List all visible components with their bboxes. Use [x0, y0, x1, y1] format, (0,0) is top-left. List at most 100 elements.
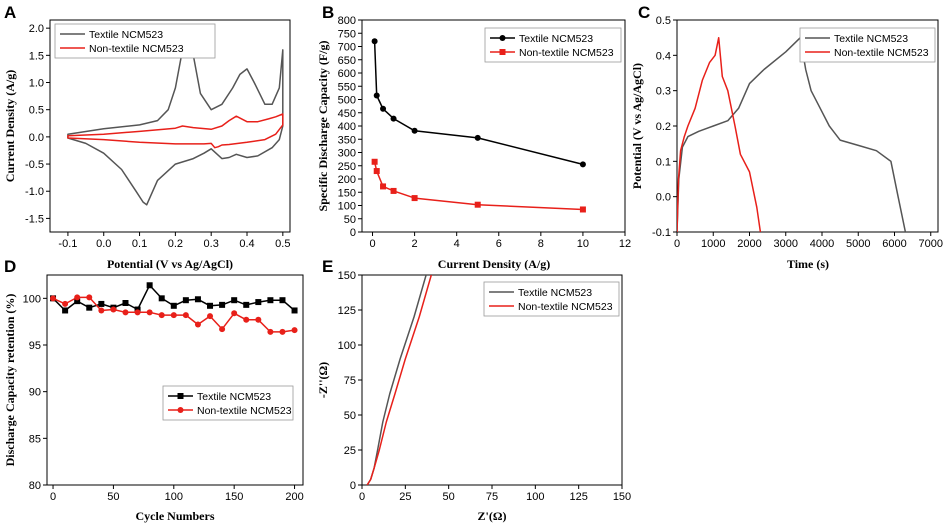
- data-point: [98, 300, 105, 307]
- y-tick-label: 700: [338, 42, 356, 54]
- legend-marker: [177, 393, 184, 399]
- data-point: [122, 309, 129, 316]
- y-tick-label: 0.0: [656, 192, 671, 204]
- data-point: [194, 321, 201, 328]
- data-point: [86, 304, 93, 311]
- y-tick-label: -0.1: [652, 227, 671, 239]
- x-tick-label: 150: [225, 491, 243, 503]
- y-axis-title: Specific Discharge Capacity (F/g): [316, 41, 330, 212]
- x-tick-label: 8: [538, 238, 544, 250]
- legend-marker: [499, 35, 506, 41]
- data-point: [50, 295, 57, 302]
- data-point: [390, 115, 397, 122]
- data-point: [194, 296, 201, 303]
- y-axis-title: -Z''(Ω): [316, 362, 330, 398]
- x-tick-label: 0: [674, 238, 680, 250]
- x-tick-label: 6000: [882, 238, 906, 250]
- data-point: [373, 168, 380, 175]
- x-axis-title: Cycle Numbers: [136, 509, 215, 523]
- legend-marker: [177, 407, 184, 413]
- panel-letter: D: [4, 257, 16, 276]
- data-point: [158, 295, 165, 302]
- legend-label: Non-textile NCM523: [197, 405, 292, 417]
- y-tick-label: 400: [338, 121, 356, 133]
- data-point: [231, 297, 238, 304]
- y-axis-title: Potential (V vs Ag/AgCl): [630, 63, 644, 189]
- y-tick-label: 650: [338, 55, 356, 67]
- x-axis-title: Time (s): [787, 257, 829, 271]
- y-tick-label: 550: [338, 81, 356, 93]
- y-tick-label: 0.5: [29, 105, 44, 117]
- panel-letter: A: [4, 3, 16, 22]
- y-tick-label: 250: [338, 161, 356, 173]
- data-point: [122, 300, 129, 306]
- x-axis-title: Z'(Ω): [478, 509, 507, 523]
- y-tick-label: 0.4: [656, 50, 671, 62]
- data-point: [267, 328, 274, 335]
- y-tick-label: 100: [338, 340, 356, 352]
- legend-box: [162, 385, 294, 421]
- y-tick-label: -1.0: [25, 186, 44, 198]
- panel-letter: C: [638, 3, 650, 22]
- x-tick-label: 0.0: [96, 238, 111, 250]
- legend-label: Textile NCM523: [89, 29, 163, 41]
- panel-d: D 0 50 100 150 200 80 85 90 95 100 Cycle Numbers Dis…: [3, 257, 304, 523]
- legend-label: Textile NCM523: [834, 33, 908, 45]
- data-point: [411, 127, 418, 134]
- data-point: [182, 312, 189, 319]
- legend-label: Textile NCM523: [518, 287, 592, 299]
- series-line-textile: [366, 275, 427, 485]
- x-tick-label: 2: [412, 238, 418, 250]
- legend-label: Textile NCM523: [197, 391, 271, 403]
- y-tick-label: 450: [338, 108, 356, 120]
- data-point: [380, 183, 387, 190]
- y-tick-label: 800: [338, 15, 356, 27]
- x-tick-label: 0: [359, 491, 365, 503]
- x-tick-label: 75: [486, 491, 498, 503]
- data-point: [158, 312, 165, 319]
- y-axis-title: Current Density (A/g): [3, 70, 17, 182]
- x-tick-label: 3000: [774, 238, 798, 250]
- series-line-non-textile: [67, 113, 284, 149]
- y-axis-title: Discharge Capacity retention (%): [3, 294, 17, 467]
- legend-box: [484, 27, 622, 63]
- legend-box: [799, 27, 936, 63]
- data-point: [380, 105, 387, 112]
- legend-label: Textile NCM523: [519, 33, 593, 45]
- data-point: [474, 134, 481, 141]
- data-point: [390, 187, 397, 194]
- legend-label: Non-textile NCM523: [518, 301, 613, 313]
- panel-b: B0 2 4 6 8 10 12050100150200250300350400450500…: [316, 3, 631, 271]
- x-tick-label: 0.4: [239, 238, 254, 250]
- data-point: [146, 282, 153, 289]
- series-line-non-textile: [677, 36, 762, 232]
- y-tick-label: 0.5: [656, 15, 671, 27]
- y-tick-label: 0.1: [656, 156, 671, 168]
- y-tick-label: 125: [338, 305, 356, 317]
- data-point: [255, 299, 262, 306]
- x-tick-label: 50: [107, 491, 119, 503]
- legend-box: [54, 23, 216, 59]
- series-line-textile: [677, 36, 907, 232]
- x-tick-label: 4: [454, 238, 460, 250]
- y-tick-label: 85: [29, 433, 41, 445]
- legend-marker: [499, 49, 506, 55]
- plot-frame: [46, 274, 304, 486]
- y-tick-label: 150: [338, 270, 356, 282]
- y-tick-label: 350: [338, 134, 356, 146]
- y-tick-label: -0.5: [25, 159, 44, 171]
- y-tick-label: 50: [344, 214, 356, 226]
- y-tick-label: 90: [29, 387, 41, 399]
- y-tick-label: 750: [338, 28, 356, 40]
- data-point: [86, 294, 93, 301]
- y-tick-label: 600: [338, 68, 356, 80]
- y-tick-label: 0.3: [656, 86, 671, 98]
- y-tick-label: 75: [344, 375, 356, 387]
- data-point: [579, 161, 586, 168]
- data-point: [373, 92, 380, 99]
- data-point: [62, 300, 69, 307]
- x-tick-label: 5000: [846, 238, 870, 250]
- legend-box: [483, 281, 620, 317]
- y-tick-label: 150: [338, 187, 356, 199]
- x-tick-label: 125: [569, 491, 587, 503]
